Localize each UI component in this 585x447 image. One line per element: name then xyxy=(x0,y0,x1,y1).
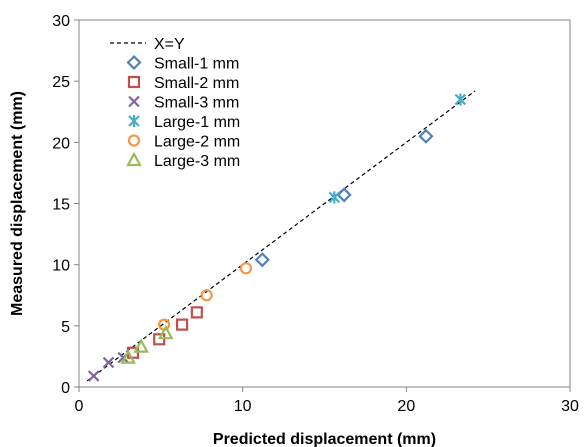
data-point xyxy=(336,187,352,203)
data-point xyxy=(176,318,189,331)
y-tick-label: 10 xyxy=(52,258,70,275)
square-marker-shape xyxy=(153,333,166,346)
legend-marker xyxy=(126,151,142,167)
x-equals-y-line xyxy=(86,90,476,382)
y-axis-title: Measured displacement (mm) xyxy=(9,91,26,316)
legend-marker xyxy=(127,134,141,147)
legend-label: Large-2 mm xyxy=(154,134,240,151)
diamond-marker-shape xyxy=(336,187,352,203)
x-tick-label: 10 xyxy=(234,398,252,415)
diamond-marker-shape xyxy=(418,128,434,144)
legend-label: Small-1 mm xyxy=(154,56,239,73)
y-tick-label: 30 xyxy=(52,13,70,30)
x-marker-stroke xyxy=(87,370,100,382)
y-tick-label: 0 xyxy=(61,380,70,397)
axes: 0 10 20 30 0 5 10 15 20 25 30 xyxy=(52,13,579,415)
data-point xyxy=(87,370,100,382)
legend-label: Small-2 mm xyxy=(154,75,239,92)
x-axis-title: Predicted displacement (mm) xyxy=(213,431,436,447)
data-point xyxy=(200,289,213,302)
legend-marker xyxy=(128,95,140,108)
data-point xyxy=(190,306,203,319)
data-point xyxy=(153,333,166,346)
x-tick-label: 20 xyxy=(397,398,415,415)
reference-line-layer xyxy=(86,90,476,382)
circle-marker-shape xyxy=(239,262,253,275)
x-marker-stroke xyxy=(102,356,115,369)
legend-marker xyxy=(126,54,142,71)
circle-marker-shape xyxy=(200,289,213,302)
diamond-marker-shape xyxy=(126,54,142,71)
legend-label: Small-3 mm xyxy=(154,95,239,112)
legend-label: X=Y xyxy=(154,36,185,53)
triangle-marker-shape xyxy=(126,151,142,167)
data-point xyxy=(454,93,467,106)
legend-marker xyxy=(128,115,140,127)
square-marker-shape xyxy=(190,306,203,319)
diamond-marker-shape xyxy=(254,252,270,268)
square-marker-shape xyxy=(127,75,141,89)
data-point xyxy=(254,252,270,268)
data-point xyxy=(239,262,253,275)
data-point xyxy=(418,128,434,144)
circle-marker-shape xyxy=(127,134,141,147)
data-points xyxy=(87,93,467,382)
x-marker-stroke xyxy=(128,95,140,108)
y-tick-label: 5 xyxy=(61,319,70,336)
legend-label: Large-3 mm xyxy=(154,153,240,170)
y-tick-label: 20 xyxy=(52,135,70,152)
legend: X=Y Small-1 mm Small-2 mm Small-3 mm Large-1… xyxy=(110,36,240,170)
data-point xyxy=(102,356,115,369)
x-tick-label: 30 xyxy=(561,398,579,415)
triangle-marker-shape xyxy=(133,338,150,353)
legend-label: Large-1 mm xyxy=(154,114,240,131)
triangle-marker-shape xyxy=(120,349,136,364)
y-tick-label: 25 xyxy=(52,74,70,91)
legend-marker xyxy=(127,75,141,89)
y-tick-label: 15 xyxy=(52,197,70,214)
data-point xyxy=(328,191,341,204)
triangle-marker-shape xyxy=(157,324,174,340)
data-point xyxy=(157,324,174,340)
x-tick-label: 0 xyxy=(75,398,84,415)
data-point xyxy=(133,338,150,353)
data-point xyxy=(120,349,136,364)
square-marker-shape xyxy=(176,318,189,331)
